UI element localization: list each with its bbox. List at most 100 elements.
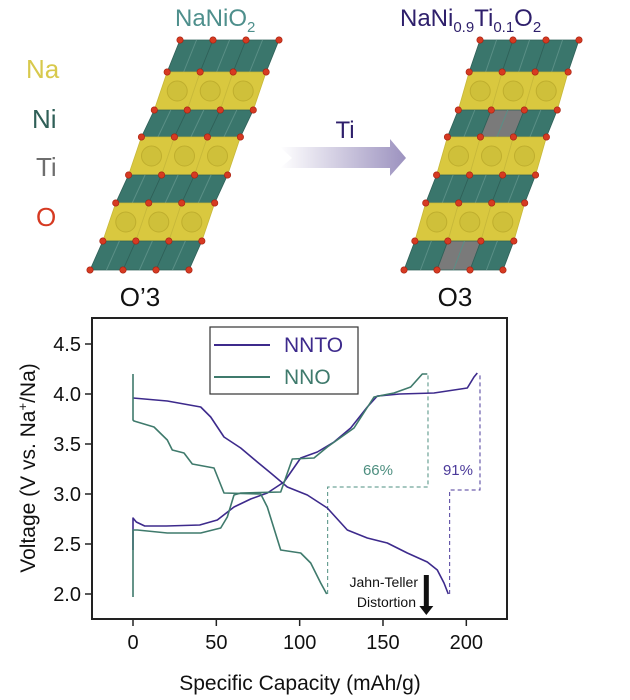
oxygen-atom	[209, 36, 217, 44]
oxygen-atom	[433, 266, 441, 274]
octahedron-edge	[474, 174, 487, 204]
arrow-icon	[280, 139, 406, 176]
na-atom	[481, 145, 502, 167]
oxygen-atom	[411, 237, 419, 245]
oxygen-atom	[509, 133, 517, 141]
oxygen-atom	[236, 133, 244, 141]
oxygen-atom	[86, 266, 94, 274]
nnto-charge-curve	[132, 372, 478, 550]
oxygen-atom	[476, 36, 484, 44]
oxygen-atom	[137, 133, 145, 141]
oxygen-atom	[531, 68, 539, 76]
x-tick-label: 50	[205, 632, 227, 654]
oxygen-atom	[422, 199, 430, 207]
oxygen-atom	[454, 106, 462, 114]
nnto-structure	[400, 36, 583, 274]
na-atom	[469, 80, 491, 102]
right-phase-label: O3	[438, 282, 473, 312]
left-phase-label: O’3	[120, 282, 160, 312]
arrow-label: Ti	[335, 117, 354, 144]
left-formula-main: NaNiO	[175, 5, 247, 32]
oxygen-atom	[433, 171, 441, 179]
oxygen-atom	[196, 68, 204, 76]
left-formula: NaNiO2	[175, 5, 255, 36]
oxygen-atom	[520, 106, 528, 114]
y-label-sup: +	[15, 403, 30, 411]
oxygen-atom	[275, 36, 283, 44]
na-atom	[115, 211, 137, 233]
x-axis-label: Specific Capacity (mAh/g)	[179, 672, 421, 695]
na-atom	[448, 145, 469, 167]
octahedron-edge	[106, 240, 120, 271]
right-formula: NaNi0.9Ti0.1O2	[400, 5, 541, 36]
na-atom	[207, 145, 228, 167]
oxygen-atom	[158, 171, 166, 179]
oxygen-atom	[488, 199, 496, 207]
nno-discharge-curve	[132, 374, 328, 595]
octahedron-edge	[216, 39, 230, 73]
oxygen-atom	[150, 106, 158, 114]
nnto-retention-guide	[449, 374, 481, 594]
octahedron-edge	[190, 109, 205, 138]
oxygen-atom	[125, 171, 133, 179]
x-tick-label: 0	[127, 632, 138, 654]
oxygen-atom	[400, 266, 408, 274]
y-tick-label: 4.0	[53, 384, 81, 406]
oxygen-atom	[170, 133, 178, 141]
oxygen-atom	[216, 106, 224, 114]
crystal-diagram: Na Ni Ti O NaNiO2 NaNi0.9Ti0.1O2 Ti O’3 …	[26, 5, 583, 312]
legend-label-nno: NNO	[284, 366, 331, 389]
oxygen-atom	[191, 171, 199, 179]
octahedron-edge	[486, 240, 498, 271]
oxygen-atom	[542, 36, 550, 44]
formula-part: Ti	[474, 5, 493, 32]
jahn-teller-label-2: Distortion	[357, 594, 416, 610]
oxygen-atom	[242, 36, 250, 44]
octahedron-edge	[463, 109, 476, 138]
label-91: 91%	[443, 462, 473, 479]
octahedron-edge	[453, 240, 465, 271]
formula-part: 2	[533, 19, 541, 36]
oxygen-atom	[163, 68, 171, 76]
nno-retention-guide	[327, 374, 429, 594]
oxygen-atom	[499, 266, 507, 274]
oxygen-atom	[521, 199, 529, 207]
octahedron-edge	[223, 109, 238, 138]
x-tick-label: 150	[366, 632, 399, 654]
octahedron-edge	[420, 240, 432, 271]
y-axis-label: Voltage (V vs. Na+/Na)	[15, 363, 40, 573]
arrow-head	[419, 606, 434, 615]
formula-part: O	[514, 5, 533, 32]
oxygen-atom	[99, 237, 107, 245]
oxygen-atom	[249, 106, 257, 114]
oxygen-atom	[532, 171, 540, 179]
y-tick-label: 2.0	[53, 584, 81, 606]
oxygen-atom	[119, 266, 127, 274]
retention-guides	[327, 374, 481, 594]
oxygen-atom	[165, 237, 173, 245]
jahn-teller-label-1: Jahn-Teller	[350, 574, 419, 590]
na-atom	[514, 145, 535, 167]
oxygen-atom	[455, 199, 463, 207]
octahedron-edge	[496, 109, 509, 138]
na-atom	[492, 211, 514, 233]
formula-part: NaNi	[400, 5, 453, 32]
na-atom	[148, 211, 170, 233]
octahedron-edge	[131, 174, 146, 204]
oxygen-atom	[553, 106, 561, 114]
oxygen-atom	[498, 68, 506, 76]
legend-ni: Ni	[32, 104, 57, 134]
octahedron-edge	[249, 39, 263, 73]
y-tick-label: 2.5	[53, 534, 81, 556]
element-legend: Na Ni Ti O	[26, 54, 60, 232]
na-atom	[174, 145, 195, 167]
formula-part: 0.9	[453, 19, 474, 36]
oxygen-atom	[203, 133, 211, 141]
nanio2-structure	[86, 36, 283, 274]
oxygen-atom	[152, 266, 160, 274]
octahedron-edge	[485, 39, 497, 73]
oxygen-atom	[178, 199, 186, 207]
y-label-end: /Na)	[17, 363, 40, 403]
